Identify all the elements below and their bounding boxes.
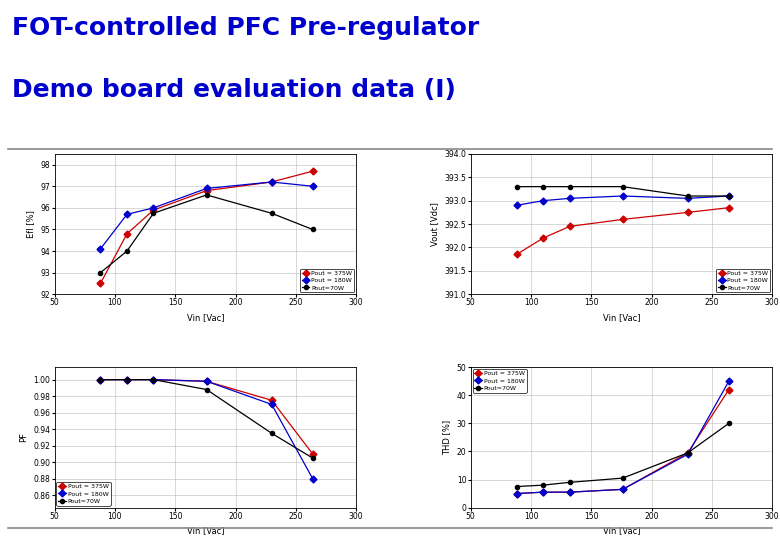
- Line: Pout = 375W: Pout = 375W: [98, 377, 315, 456]
- Pout = 375W: [512, 490, 521, 497]
- Pout = 375W: [96, 376, 105, 383]
- Pout = 375W: [202, 187, 211, 194]
- Pout=70W: [538, 482, 548, 488]
- Pout = 375W: [618, 486, 627, 492]
- Pout = 375W: [96, 280, 105, 287]
- Pout = 180W: [538, 489, 548, 495]
- Pout = 375W: [565, 489, 574, 495]
- Pout = 180W: [512, 490, 521, 497]
- Pout = 375W: [512, 251, 521, 258]
- Pout=70W: [724, 420, 733, 427]
- Pout = 375W: [724, 205, 733, 211]
- Pout = 375W: [565, 223, 574, 230]
- Pout=70W: [149, 210, 158, 217]
- Pout = 375W: [724, 387, 733, 393]
- Line: Pout=70W: Pout=70W: [515, 421, 731, 489]
- Pout = 180W: [149, 205, 158, 211]
- Text: FOT-controlled PFC Pre-regulator: FOT-controlled PFC Pre-regulator: [12, 16, 479, 40]
- Pout = 375W: [683, 450, 693, 456]
- Line: Pout = 375W: Pout = 375W: [514, 205, 731, 257]
- Pout=70W: [122, 248, 132, 254]
- X-axis label: Vin [Vac]: Vin [Vac]: [186, 526, 224, 535]
- X-axis label: Vin [Vac]: Vin [Vac]: [603, 313, 640, 322]
- Legend: Pout = 375W, Pout = 180W, Pout=70W: Pout = 375W, Pout = 180W, Pout=70W: [56, 482, 111, 506]
- Pout=70W: [512, 184, 521, 190]
- Pout = 375W: [683, 209, 693, 215]
- X-axis label: Vin [Vac]: Vin [Vac]: [603, 526, 640, 535]
- Line: Pout = 180W: Pout = 180W: [98, 377, 315, 481]
- Pout = 180W: [512, 202, 521, 208]
- Pout=70W: [618, 184, 627, 190]
- Pout=70W: [538, 184, 548, 190]
- Pout=70W: [122, 376, 132, 383]
- Pout = 180W: [308, 475, 317, 482]
- Line: Pout = 180W: Pout = 180W: [98, 179, 315, 251]
- Y-axis label: Efl [%]: Efl [%]: [26, 210, 35, 238]
- Pout=70W: [202, 386, 211, 393]
- Pout=70W: [683, 193, 693, 199]
- Line: Pout = 180W: Pout = 180W: [514, 193, 731, 208]
- Text: Demo board evaluation data (I): Demo board evaluation data (I): [12, 78, 456, 102]
- X-axis label: Vin [Vac]: Vin [Vac]: [186, 313, 224, 322]
- Pout = 180W: [96, 376, 105, 383]
- Pout=70W: [618, 475, 627, 481]
- Pout=70W: [267, 430, 276, 436]
- Pout = 180W: [565, 489, 574, 495]
- Legend: Pout = 375W, Pout = 180W, Pout=70W: Pout = 375W, Pout = 180W, Pout=70W: [300, 269, 354, 292]
- Y-axis label: PF: PF: [19, 433, 28, 442]
- Pout=70W: [512, 483, 521, 490]
- Pout = 180W: [683, 195, 693, 201]
- Pout=70W: [683, 450, 693, 456]
- Pout = 180W: [149, 376, 158, 383]
- Pout = 180W: [618, 486, 627, 492]
- Pout=70W: [724, 193, 733, 199]
- Pout=70W: [149, 376, 158, 383]
- Pout = 180W: [202, 378, 211, 384]
- Pout = 375W: [122, 376, 132, 383]
- Pout = 180W: [724, 193, 733, 199]
- Pout=70W: [308, 455, 317, 461]
- Line: Pout = 375W: Pout = 375W: [98, 168, 315, 286]
- Pout = 375W: [149, 207, 158, 213]
- Line: Pout = 375W: Pout = 375W: [514, 387, 731, 496]
- Pout = 375W: [267, 397, 276, 403]
- Pout = 180W: [267, 401, 276, 408]
- Pout=70W: [96, 269, 105, 276]
- Pout=70W: [565, 479, 574, 485]
- Pout = 180W: [308, 183, 317, 190]
- Line: Pout=70W: Pout=70W: [98, 377, 315, 460]
- Pout = 375W: [202, 378, 211, 384]
- Pout = 180W: [538, 198, 548, 204]
- Pout = 375W: [308, 451, 317, 457]
- Pout = 375W: [538, 489, 548, 495]
- Pout = 180W: [618, 193, 627, 199]
- Line: Pout = 180W: Pout = 180W: [514, 379, 731, 496]
- Pout = 375W: [538, 235, 548, 241]
- Pout=70W: [267, 210, 276, 217]
- Pout=70W: [96, 376, 105, 383]
- Pout = 180W: [96, 246, 105, 252]
- Pout = 180W: [683, 451, 693, 457]
- Y-axis label: THD [%]: THD [%]: [442, 420, 451, 455]
- Pout=70W: [565, 184, 574, 190]
- Pout = 375W: [122, 231, 132, 237]
- Pout=70W: [308, 226, 317, 233]
- Pout = 375W: [149, 376, 158, 383]
- Pout = 375W: [618, 216, 627, 222]
- Legend: Pout = 375W, Pout = 180W, Pout=70W: Pout = 375W, Pout = 180W, Pout=70W: [716, 269, 771, 292]
- Pout = 180W: [724, 378, 733, 384]
- Line: Pout=70W: Pout=70W: [515, 185, 731, 198]
- Pout = 375W: [308, 168, 317, 174]
- Pout = 180W: [122, 211, 132, 218]
- Line: Pout=70W: Pout=70W: [98, 193, 315, 275]
- Pout=70W: [202, 192, 211, 198]
- Legend: Pout = 375W, Pout = 180W, Pout=70W: Pout = 375W, Pout = 180W, Pout=70W: [473, 369, 526, 393]
- Y-axis label: Vout [Vdc]: Vout [Vdc]: [430, 202, 439, 246]
- Pout = 180W: [565, 195, 574, 201]
- Pout = 375W: [267, 179, 276, 185]
- Pout = 180W: [267, 179, 276, 185]
- Pout = 180W: [122, 376, 132, 383]
- Pout = 180W: [202, 185, 211, 192]
